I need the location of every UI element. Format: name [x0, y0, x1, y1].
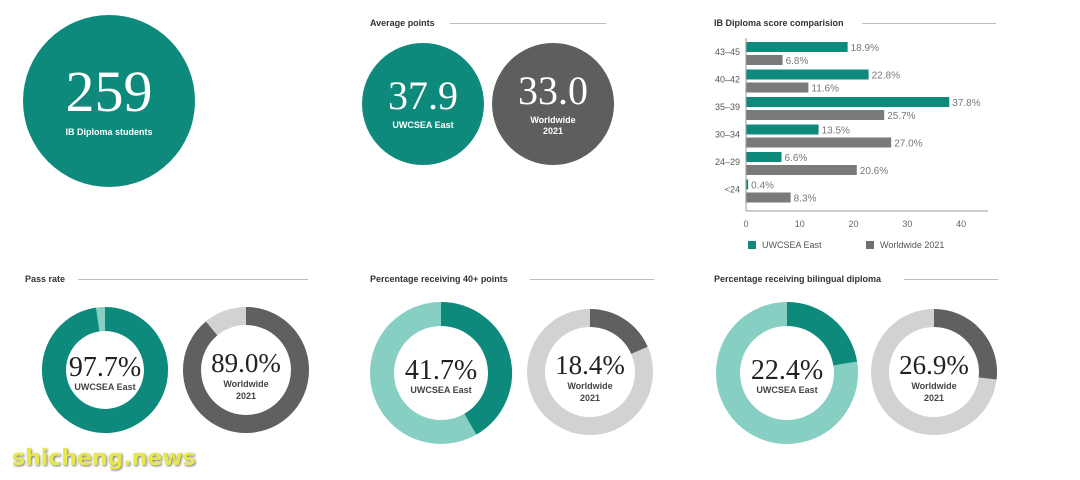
bar-value-label: 6.6%: [784, 153, 807, 164]
bar-value-label: 0.4%: [751, 181, 774, 192]
donut-label: UWCSEA East: [74, 382, 135, 392]
comparison-rule: [862, 23, 996, 24]
average-points-title: Average points: [370, 18, 435, 28]
bar-world: [746, 82, 809, 93]
forty-plus-world-donut: 18.4%Worldwide 2021: [527, 309, 653, 435]
average-world-circle: 33.0 Worldwide 2021: [492, 43, 614, 165]
donut-label: Worldwide: [911, 381, 956, 391]
pass-rate-title: Pass rate: [25, 274, 66, 284]
donut-value: 22.4%: [751, 355, 823, 386]
category-label: <24: [725, 185, 740, 195]
bar-value-label: 8.3%: [794, 194, 817, 205]
donut-value: 97.7%: [69, 352, 141, 383]
legend-world: Worldwide 2021: [866, 240, 944, 250]
average-world-label: Worldwide: [530, 114, 576, 125]
donut-value: 18.4%: [555, 350, 625, 380]
donut-value: 26.9%: [899, 350, 969, 380]
bilingual-world-donut: 26.9%Worldwide 2021: [871, 309, 997, 435]
bar-value-label: 6.8%: [786, 56, 809, 67]
category-label: 40–42: [715, 75, 740, 85]
average-world-year: 2021: [542, 126, 564, 136]
bar-value-label: 18.9%: [851, 43, 879, 54]
students-circle: 259 IB Diploma students: [23, 15, 195, 187]
donut-label: UWCSEA East: [756, 385, 817, 395]
bar-world: [746, 110, 885, 120]
bilingual-rule: [904, 279, 998, 280]
x-tick-label: 20: [849, 219, 859, 229]
donut-label: Worldwide: [223, 379, 268, 389]
average-world-value: 33.0: [518, 67, 588, 113]
bar-value-label: 37.8%: [952, 98, 980, 109]
bar-world: [746, 137, 892, 148]
category-label: 30–34: [715, 130, 740, 140]
legend-world-label: Worldwide 2021: [880, 240, 945, 250]
legend-east-swatch: [748, 241, 756, 249]
pass-rate-world-donut: 89.0%Worldwide 2021: [183, 307, 309, 433]
watermark: shicheng.news: [12, 446, 196, 471]
average-points-rule: [450, 23, 606, 24]
bar-east: [746, 69, 869, 80]
legend-east-label: UWCSEA East: [762, 240, 822, 250]
legend-world-swatch: [866, 241, 874, 249]
forty-plus-east-donut: 41.7%UWCSEA East: [370, 302, 512, 444]
donut-label: UWCSEA East: [410, 385, 471, 395]
donut-year: 2021: [236, 391, 256, 401]
bar-east: [746, 179, 749, 190]
pass-rate-east-donut: 97.7%UWCSEA East: [42, 307, 168, 433]
average-east-value: 37.9: [388, 73, 458, 119]
bar-east: [746, 97, 950, 107]
bilingual-title: Percentage receiving bilingual diploma: [714, 274, 882, 284]
score-comparison-chart: 43–45 18.9% 6.8% 40–42 22.8% 11.6% 35–39 37.8% 2…: [715, 38, 988, 229]
donut-arc: [183, 307, 309, 433]
bar-value-label: 22.8%: [872, 71, 900, 82]
donut-arc: [933, 309, 997, 380]
average-east-label: UWCSEA East: [392, 120, 454, 131]
bar-east: [746, 42, 848, 52]
x-tick-label: 10: [795, 219, 805, 229]
donut-arc: [786, 302, 858, 366]
bar-value-label: 25.7%: [887, 111, 915, 122]
students-label: IB Diploma students: [65, 127, 153, 138]
bar-world: [746, 55, 783, 65]
forty-plus-rule: [530, 279, 654, 280]
category-label: 35–39: [715, 102, 740, 112]
legend-east: UWCSEA East: [748, 240, 822, 250]
donut-arc: [42, 307, 168, 433]
donut-value: 89.0%: [211, 348, 281, 378]
bilingual-east-donut: 22.4%UWCSEA East: [716, 302, 858, 444]
bar-east: [746, 124, 819, 135]
average-east-circle: 37.9 UWCSEA East: [362, 43, 484, 165]
pass-rate-rule: [78, 279, 308, 280]
donut-arc: [440, 302, 512, 435]
category-label: 43–45: [715, 47, 740, 57]
x-tick-label: 30: [902, 219, 912, 229]
forty-plus-title: Percentage receiving 40+ points: [370, 274, 508, 284]
donut-year: 2021: [924, 393, 944, 403]
x-tick-label: 40: [956, 219, 966, 229]
donut-arc: [589, 309, 648, 355]
donut-year: 2021: [580, 393, 600, 403]
bar-world: [746, 165, 857, 175]
x-tick-label: 0: [743, 219, 748, 229]
bar-value-label: 27.0%: [894, 139, 922, 150]
bar-value-label: 20.6%: [860, 166, 888, 177]
bar-value-label: 13.5%: [822, 126, 850, 137]
donut-label: Worldwide: [567, 381, 612, 391]
students-count: 259: [65, 59, 153, 125]
bar-value-label: 11.6%: [811, 84, 839, 95]
comparison-title: IB Diploma score comparision: [714, 18, 844, 28]
bar-east: [746, 152, 782, 162]
category-label: 24–29: [715, 157, 740, 167]
bar-world: [746, 192, 791, 203]
donut-value: 41.7%: [405, 355, 477, 386]
